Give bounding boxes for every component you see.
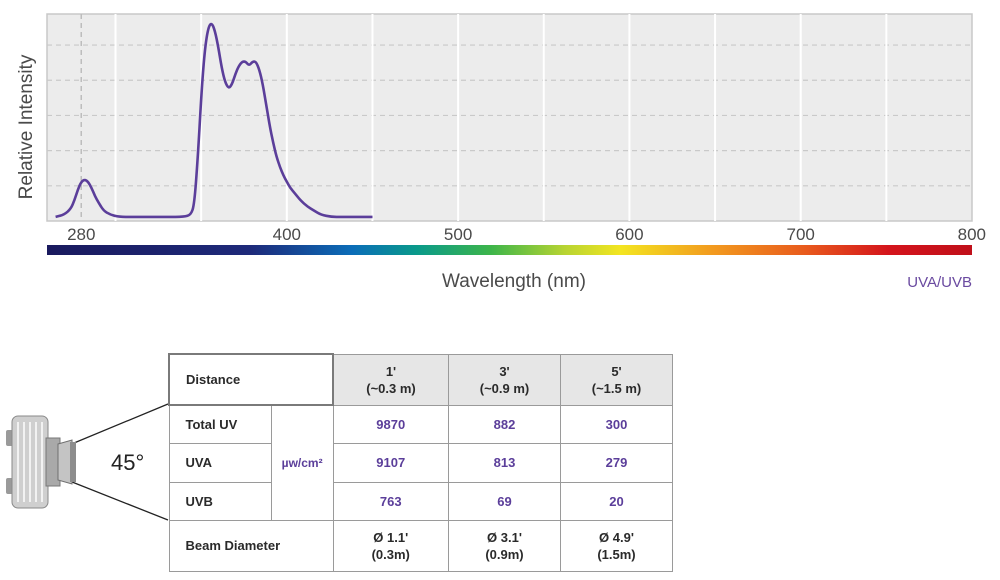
x-tick-label: 500 — [444, 225, 472, 244]
beam-5ft: Ø 4.9' (1.5m) — [560, 519, 673, 572]
x-tick-label: 700 — [787, 225, 815, 244]
uv-output-table: Distance 1' (~0.3 m) 3' (~0.9 m) 5' (~1.… — [168, 353, 673, 572]
uv-light-fixture-icon — [6, 403, 169, 521]
beam-1ft: Ø 1.1' (0.3m) — [332, 519, 449, 572]
total-uv-5ft: 300 — [560, 404, 673, 444]
unit-label: µw/cm² — [270, 404, 334, 521]
uvb-5ft: 20 — [560, 481, 673, 521]
spectrum-color-bar — [47, 245, 972, 255]
distance-col-3-m: (~1.5 m) — [591, 380, 642, 396]
row-label-total-uv: Total UV — [168, 404, 272, 444]
x-tick-labels: 280 400 500 600 700 800 — [67, 225, 986, 244]
beam-angle-label: 45° — [111, 450, 145, 475]
beam-3ft-ft: Ø 3.1' — [487, 529, 522, 545]
y-axis-label: Relative Intensity — [16, 54, 37, 199]
beam-line-bottom — [61, 477, 169, 521]
distance-col-1: 1' (~0.3 m) — [332, 353, 449, 406]
uva-3ft: 813 — [448, 442, 561, 483]
uvb-3ft: 69 — [448, 481, 561, 521]
distance-col-2-ft: 3' — [499, 363, 510, 379]
distance-col-2-m: (~0.9 m) — [479, 380, 530, 396]
distance-col-3: 5' (~1.5 m) — [560, 353, 673, 406]
beam-5ft-m: (1.5m) — [597, 546, 636, 562]
row-label-uvb: UVB — [168, 481, 272, 521]
uva-5ft: 279 — [560, 442, 673, 483]
x-tick-label: 800 — [958, 225, 986, 244]
x-tick-label: 280 — [67, 225, 95, 244]
vertical-gridlines — [80, 14, 888, 221]
distance-col-2: 3' (~0.9 m) — [448, 353, 561, 406]
distance-col-1-ft: 1' — [385, 363, 397, 379]
beam-1ft-m: (0.3m) — [371, 546, 410, 562]
beam-1ft-ft: Ø 1.1' — [373, 529, 409, 545]
beam-line-top — [61, 403, 169, 449]
uva-1ft: 9107 — [332, 442, 449, 483]
x-axis-label: Wavelength (nm) — [442, 271, 586, 292]
distance-header: Distance — [168, 353, 334, 406]
uvb-1ft: 763 — [332, 481, 449, 521]
total-uv-3ft: 882 — [448, 404, 561, 444]
beam-5ft-ft: Ø 4.9' — [599, 529, 634, 545]
distance-col-3-ft: 5' — [611, 363, 622, 379]
beam-3ft-m: (0.9m) — [485, 546, 524, 562]
spectrum-chart: 280 400 500 600 700 800 Relative Intensity Wa… — [16, 13, 986, 292]
x-tick-label: 400 — [273, 225, 301, 244]
total-uv-1ft: 9870 — [332, 404, 449, 444]
x-tick-label: 600 — [615, 225, 643, 244]
uva-uvb-spectrum-line — [55, 22, 373, 219]
legend-label: UVA/UVB — [907, 274, 972, 291]
row-label-uva: UVA — [168, 442, 272, 483]
beam-3ft: Ø 3.1' (0.9m) — [448, 519, 561, 572]
row-label-beam-diameter: Beam Diameter — [168, 519, 334, 572]
distance-col-1-m: (~0.3 m) — [366, 380, 416, 396]
